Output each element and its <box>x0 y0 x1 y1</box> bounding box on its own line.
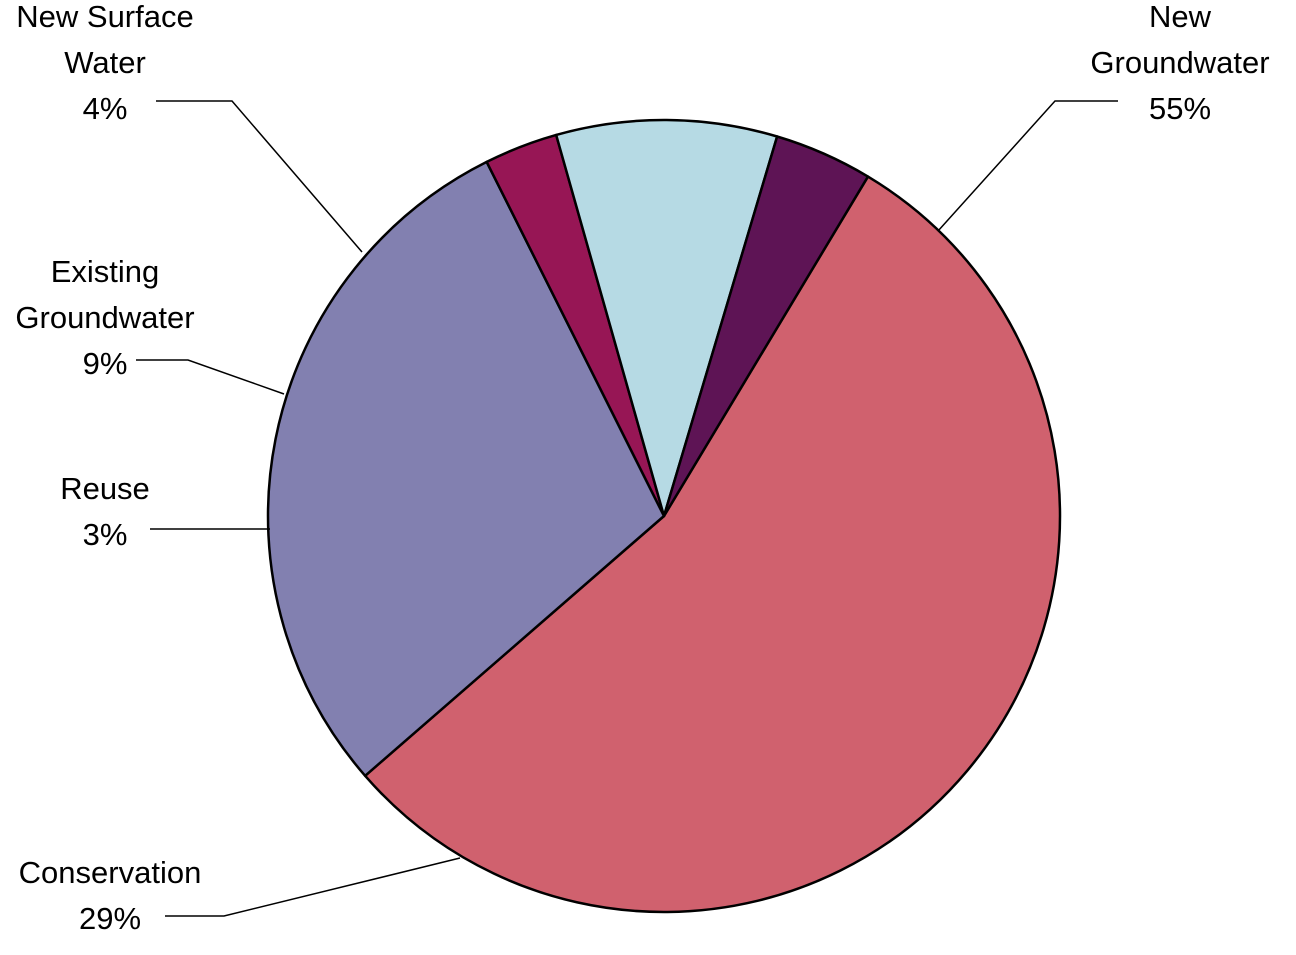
slice-name-label: New <box>1149 0 1212 34</box>
slice-percent-label: 29% <box>79 901 141 936</box>
pie-slice-existing-groundwater <box>554 118 779 518</box>
slice-name-label: New Surface <box>16 0 193 34</box>
pie-slices <box>266 118 1062 914</box>
slice-name-label: Groundwater <box>15 300 194 335</box>
pie-slice-conservation <box>266 160 666 778</box>
slice-name-label: Existing <box>51 254 160 289</box>
slice-name-label: Reuse <box>60 471 150 506</box>
slice-label: Existing Groundwater 9% <box>15 254 194 381</box>
leader-line <box>937 100 1118 232</box>
slice-label: New Surface Water 4% <box>16 0 193 126</box>
pie-slice-new-groundwater <box>363 175 1062 914</box>
slice-label: New Groundwater 55% <box>1090 0 1269 126</box>
leader-line <box>165 857 461 917</box>
slice-percent-label: 3% <box>83 517 128 552</box>
slice-label: Conservation 29% <box>19 855 202 936</box>
leader-line <box>156 100 363 253</box>
slice-labels: New Groundwater 55% Conservation 29% Reuse 3% E… <box>15 0 1269 936</box>
pie-slice-new-surface-water <box>662 135 870 518</box>
slice-name-label: Water <box>64 45 146 80</box>
leader-line <box>136 359 285 395</box>
slice-label: Reuse 3% <box>60 471 150 552</box>
slice-percent-label: 4% <box>83 91 128 126</box>
leader-lines <box>136 100 1118 917</box>
slice-name-label: Groundwater <box>1090 45 1269 80</box>
slice-percent-label: 55% <box>1149 91 1211 126</box>
slice-percent-label: 9% <box>83 346 128 381</box>
slice-name-label: Conservation <box>19 855 202 890</box>
